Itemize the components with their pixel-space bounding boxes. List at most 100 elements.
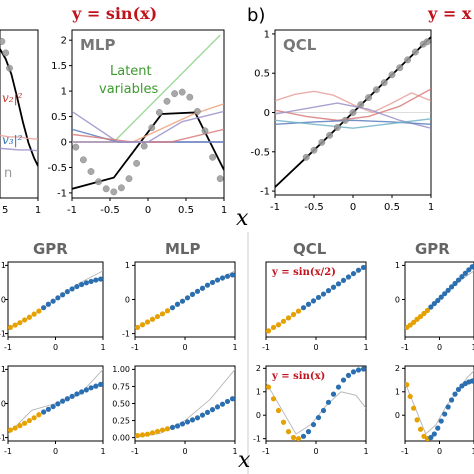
train-point xyxy=(31,311,37,317)
train-point xyxy=(149,430,156,436)
train-point xyxy=(421,310,427,317)
x-tick-label: 1 xyxy=(363,343,368,352)
x-tick-label: -1 xyxy=(67,205,77,216)
data-point xyxy=(117,184,125,192)
annotation-n: n xyxy=(4,166,12,181)
x-tick-label: 0 xyxy=(53,447,58,456)
chart-qcl-1: -1 0 1 y = sin(x/2) xyxy=(262,261,369,352)
prediction-point xyxy=(445,287,451,293)
annotation-latent: Latent xyxy=(110,64,152,79)
data-point xyxy=(310,146,318,154)
prediction-point xyxy=(74,391,80,397)
series-line-0 xyxy=(72,111,224,190)
data-point xyxy=(125,175,133,183)
prediction-point xyxy=(325,399,332,405)
data-point xyxy=(110,188,118,196)
data-point xyxy=(341,116,349,124)
top-left-equation: y = sin(x) xyxy=(72,4,158,23)
prediction-point xyxy=(229,396,235,402)
prediction-point xyxy=(69,393,75,399)
prediction-point xyxy=(448,397,455,403)
annotation-v2: v₂|² xyxy=(2,91,23,105)
prediction-point xyxy=(300,433,307,439)
data-point xyxy=(163,97,171,105)
x-tick-label: -0.5 xyxy=(304,202,324,213)
train-point xyxy=(295,308,302,314)
prediction-point xyxy=(428,434,434,441)
prediction-point xyxy=(345,274,352,280)
train-point xyxy=(26,417,32,424)
chart-gpr-1: -1 0 1 -1 0 1 xyxy=(0,261,106,352)
section-title-mlp: MLP xyxy=(165,240,201,258)
train-point xyxy=(411,405,417,411)
prediction-point xyxy=(462,270,468,276)
prediction-point xyxy=(300,305,307,311)
prediction-point xyxy=(179,298,186,304)
y-tick-label: 0.75 xyxy=(112,382,130,391)
y-tick-label: 2 xyxy=(256,364,261,373)
prediction-point xyxy=(204,282,211,288)
data-point xyxy=(349,109,357,116)
data-point xyxy=(6,64,13,72)
y-tick-label: 1 xyxy=(61,87,67,98)
x-variable-top: x xyxy=(236,206,249,231)
prediction-point xyxy=(199,285,206,291)
train-point xyxy=(424,307,431,314)
prediction-point xyxy=(83,387,89,393)
data-point xyxy=(209,153,217,161)
x-tick-label: -1 xyxy=(131,343,139,352)
data-point xyxy=(0,38,6,45)
y-tick-label: 0 xyxy=(1,295,6,304)
prediction-point xyxy=(45,301,51,307)
train-point xyxy=(135,324,141,331)
x-tick-label: 5 xyxy=(2,205,8,216)
annotation-v3: v₃|² xyxy=(2,133,23,147)
x-tick-label: 0 xyxy=(145,205,151,216)
series-line-5 xyxy=(275,118,431,129)
prediction-point xyxy=(360,264,366,271)
train-point xyxy=(285,315,292,321)
prediction-point xyxy=(355,367,362,373)
train-point xyxy=(159,427,166,433)
x-tick-label: 0 xyxy=(182,343,187,352)
data-point xyxy=(102,185,110,193)
x-tick-label: -1 xyxy=(4,343,12,352)
data-point xyxy=(318,138,326,146)
data-point xyxy=(87,168,95,175)
y-tick-label: 1 xyxy=(395,261,400,270)
train-point xyxy=(164,308,171,314)
prediction-point xyxy=(360,366,366,372)
data-point xyxy=(423,38,431,46)
prediction-point xyxy=(194,415,201,421)
prediction-point xyxy=(79,389,85,395)
x-tick-label: -1 xyxy=(262,447,270,456)
panel-b-label: b) xyxy=(247,5,266,26)
chart-top-left-partial: 1 5 v₂|² v₃|² n xyxy=(0,29,41,216)
prediction-point xyxy=(184,419,191,425)
prediction-point xyxy=(214,404,221,410)
prediction-point xyxy=(219,401,226,407)
x-tick-label: -1 xyxy=(131,447,139,456)
y-tick-label: 0 xyxy=(61,138,67,149)
data-point xyxy=(133,159,141,167)
prediction-point xyxy=(350,270,357,277)
top-right-equation: y = x xyxy=(428,4,472,23)
data-point xyxy=(388,71,396,79)
y-tick-label: 0 xyxy=(264,108,270,119)
train-point xyxy=(275,407,282,414)
data-point xyxy=(411,48,419,56)
prediction-point xyxy=(41,409,47,415)
prediction-point xyxy=(60,398,66,404)
prediction-point xyxy=(169,424,176,430)
data-point xyxy=(380,79,388,87)
prediction-point xyxy=(224,273,231,279)
data-point xyxy=(79,156,87,164)
prediction-point xyxy=(229,272,235,278)
prediction-point xyxy=(459,274,465,280)
prediction-point xyxy=(199,412,206,418)
prediction-point xyxy=(325,288,332,294)
prediction-point xyxy=(169,305,176,311)
train-point xyxy=(417,426,424,432)
plot-area xyxy=(8,369,103,435)
